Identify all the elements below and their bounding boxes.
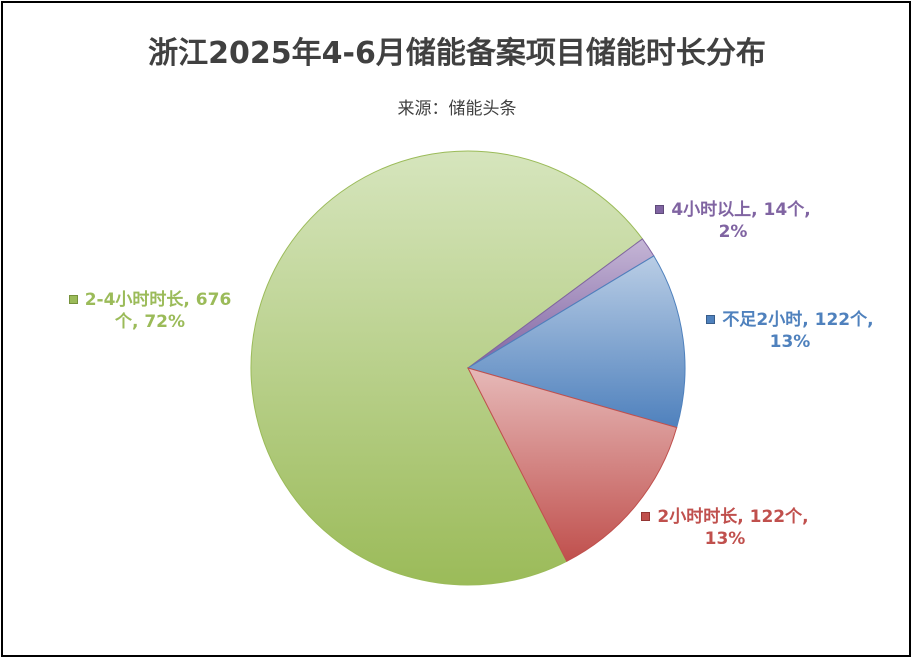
legend-swatch-purple — [655, 205, 665, 214]
chart-subtitle: 来源：储能头条 — [397, 99, 517, 119]
slice-label-under-2h: 不足2小时, 122个, 13% — [690, 309, 890, 353]
slice-label-2-4h: 2-4小时时长, 676 个, 72% — [60, 289, 240, 333]
slice-under-2h — [466, 255, 686, 429]
legend-swatch-blue — [706, 315, 716, 324]
slice-2-4h — [250, 150, 644, 586]
legend-swatch-red — [641, 512, 651, 521]
legend-swatch-green — [68, 295, 78, 304]
slice-label-over-4h: 4小时以上, 14个, 2% — [633, 199, 833, 243]
chart-title: 浙江2025年4-6月储能备案项目储能时长分布 — [148, 36, 766, 71]
slice-label-2h: 2小时时长, 122个, 13% — [625, 506, 825, 550]
slice-2h — [467, 367, 678, 562]
